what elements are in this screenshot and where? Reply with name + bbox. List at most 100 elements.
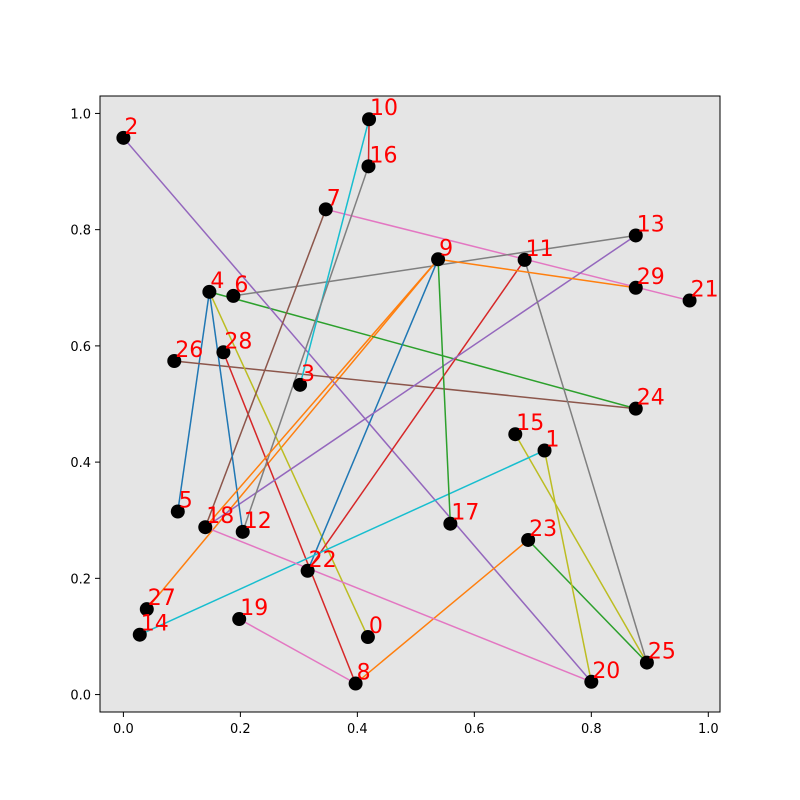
node-3 — [293, 377, 308, 392]
node-1 — [537, 443, 552, 458]
node-29 — [628, 280, 643, 295]
edge-22-9 — [306, 259, 439, 572]
node-label-18: 18 — [206, 504, 234, 529]
node-label-24: 24 — [637, 386, 665, 411]
node-7 — [318, 202, 333, 217]
node-6 — [226, 288, 241, 303]
edge-18-20 — [205, 526, 592, 683]
node-label-7: 7 — [327, 186, 341, 211]
edge-4-12 — [208, 291, 244, 532]
node-27 — [139, 602, 154, 617]
node-label-14: 14 — [141, 612, 169, 637]
x-tick-label: 0.6 — [464, 722, 485, 737]
node-label-19: 19 — [240, 596, 268, 621]
node-16 — [361, 159, 376, 174]
node-label-12: 12 — [244, 509, 272, 534]
node-label-16: 16 — [369, 143, 397, 168]
node-14 — [132, 627, 147, 642]
y-tick-label: 0.0 — [70, 689, 91, 704]
x-axis: 0.0 0.2 0.4 0.6 0.8 1.0 — [113, 712, 719, 737]
node-label-9: 9 — [439, 236, 453, 261]
node-25 — [639, 655, 654, 670]
node-labels-layer: 0123456789101112131415161718192021222324… — [124, 96, 718, 685]
node-17 — [443, 516, 458, 531]
node-label-26: 26 — [175, 338, 203, 363]
edge-18-7 — [204, 209, 327, 528]
node-label-13: 13 — [637, 212, 665, 237]
edge-18-9 — [204, 258, 439, 528]
node-label-20: 20 — [592, 659, 620, 684]
x-tick-label: 0.0 — [113, 722, 134, 737]
node-label-11: 11 — [526, 237, 554, 262]
node-label-10: 10 — [370, 96, 398, 121]
node-19 — [232, 612, 247, 627]
node-label-28: 28 — [224, 329, 252, 354]
node-2 — [116, 130, 131, 145]
edges-layer — [122, 119, 690, 685]
node-22 — [300, 563, 315, 578]
node-26 — [167, 353, 182, 368]
node-5 — [170, 504, 185, 519]
y-tick-label: 0.6 — [70, 340, 91, 355]
node-4 — [202, 284, 217, 299]
nodes-layer — [116, 112, 697, 691]
edge-8-23 — [355, 539, 529, 685]
edge-6-13 — [233, 234, 636, 297]
node-15 — [508, 427, 523, 442]
edge-3-10 — [299, 119, 370, 386]
plot-frame — [99, 95, 721, 713]
edge-27-9 — [146, 258, 439, 610]
node-8 — [348, 676, 363, 691]
y-tick-label: 0.4 — [70, 456, 91, 471]
y-tick-label: 0.8 — [70, 224, 91, 239]
node-0 — [360, 630, 375, 645]
edge-18-13 — [204, 234, 637, 528]
node-13 — [628, 228, 643, 243]
edge-10-16 — [367, 119, 370, 167]
y-tick-label: 1.0 — [70, 107, 91, 122]
node-label-5: 5 — [179, 489, 193, 514]
edge-4-5 — [177, 291, 211, 512]
edge-22-11 — [307, 259, 526, 572]
edge-9-17 — [437, 259, 452, 524]
node-21 — [682, 293, 697, 308]
node-label-4: 4 — [210, 269, 224, 294]
node-label-27: 27 — [148, 586, 176, 611]
node-label-25: 25 — [648, 640, 676, 665]
x-tick-label: 0.8 — [581, 722, 602, 737]
node-10 — [362, 112, 377, 127]
node-12 — [235, 524, 250, 539]
edge-1-20 — [543, 450, 593, 682]
edge-11-25 — [523, 259, 648, 663]
node-label-2: 2 — [124, 115, 138, 140]
edge-4-24 — [209, 291, 636, 410]
edge-4-0 — [208, 291, 369, 638]
node-24 — [628, 401, 643, 416]
node-9 — [431, 252, 446, 267]
node-label-21: 21 — [691, 278, 719, 303]
node-label-23: 23 — [529, 517, 557, 542]
node-label-29: 29 — [637, 265, 665, 290]
y-axis: 0.0 0.2 0.4 0.6 0.8 1.0 — [70, 107, 100, 704]
node-label-1: 1 — [546, 427, 560, 452]
node-label-6: 6 — [234, 273, 248, 298]
node-label-8: 8 — [357, 661, 371, 686]
edge-9-29 — [437, 258, 636, 289]
edge-28-8 — [222, 352, 357, 684]
node-18 — [198, 520, 213, 535]
node-label-3: 3 — [301, 362, 315, 387]
node-20 — [584, 674, 599, 689]
edge-15-25 — [514, 433, 648, 663]
x-tick-label: 0.2 — [230, 722, 251, 737]
node-label-15: 15 — [516, 411, 544, 436]
node-label-17: 17 — [451, 501, 479, 526]
y-tick-label: 0.2 — [70, 572, 91, 587]
x-tick-label: 0.4 — [347, 722, 368, 737]
edge-14-1 — [139, 449, 545, 636]
node-label-0: 0 — [369, 614, 383, 639]
edge-19-8 — [238, 618, 356, 685]
x-tick-label: 1.0 — [698, 722, 719, 737]
node-label-22: 22 — [309, 548, 337, 573]
edge-12-16 — [242, 166, 370, 533]
